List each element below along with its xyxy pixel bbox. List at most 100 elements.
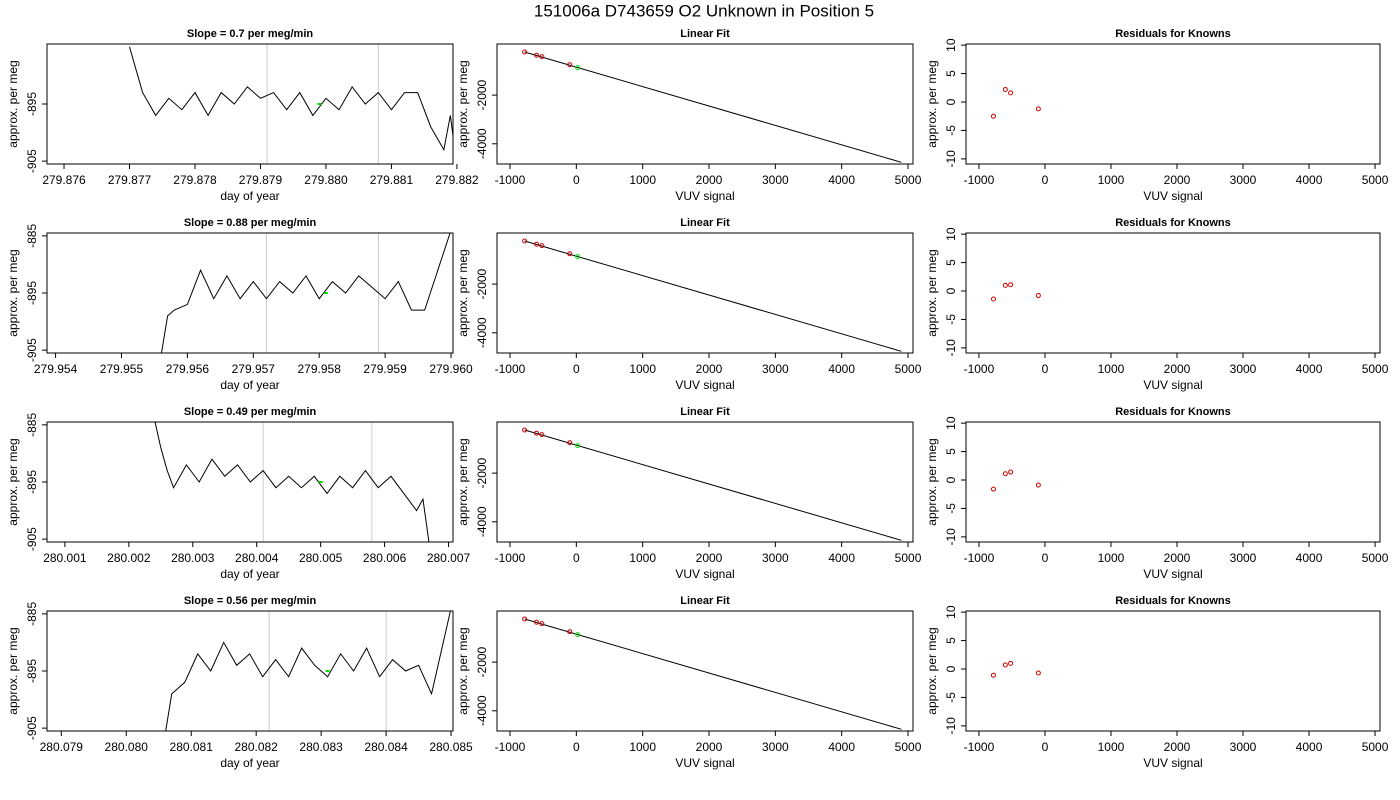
x-tick-label: 0: [1042, 173, 1049, 187]
y-tick-label: 0: [944, 665, 958, 672]
x-tick-label: 1000: [1098, 362, 1125, 376]
plot-area: [990, 86, 1041, 119]
point: [1008, 90, 1014, 96]
point: [1035, 293, 1041, 299]
y-tick-label: -895: [25, 281, 39, 305]
x-tick-label: 279.882: [435, 173, 479, 187]
x-tick-label: 280.085: [429, 740, 473, 754]
x-tick-label: 1000: [629, 551, 656, 565]
x-tick-label: 280.006: [363, 551, 407, 565]
y-tick-label: -4000: [475, 506, 489, 537]
plot-frame: [965, 232, 1381, 354]
x-tick-label: -1000: [964, 740, 995, 754]
x-tick-label: 1000: [1098, 551, 1125, 565]
x-tick-label: 279.957: [232, 362, 276, 376]
plot-frame: [496, 421, 914, 543]
x-axis-label: day of year: [220, 378, 279, 392]
point: [567, 62, 573, 68]
point: [522, 427, 528, 433]
point: [575, 632, 581, 638]
y-tick-label: 0: [944, 476, 958, 483]
panel-title: Linear Fit: [680, 28, 730, 40]
point: [539, 243, 545, 249]
plot-frame: [496, 43, 914, 165]
plot-area: [154, 422, 430, 542]
x-tick-label: 1000: [1098, 173, 1125, 187]
y-tick-label: -905: [25, 527, 39, 551]
y-axis-label: approx. per meg: [925, 60, 939, 147]
y-tick-label: 5: [944, 259, 958, 266]
point: [534, 619, 540, 625]
x-tick-label: 279.959: [363, 362, 407, 376]
x-tick-label: 2000: [696, 173, 723, 187]
x-axis-label: VUV signal: [675, 189, 734, 203]
y-tick-label: -895: [25, 92, 39, 116]
fit-line: [524, 429, 902, 541]
y-axis-label: approx. per meg: [456, 438, 470, 525]
x-axis-label: day of year: [220, 567, 279, 581]
x-tick-label: 5000: [895, 362, 922, 376]
point: [534, 52, 540, 58]
x-tick-label: 279.958: [298, 362, 342, 376]
y-tick-label: -885: [25, 224, 39, 248]
x-tick-label: 2000: [696, 362, 723, 376]
x-tick-label: 280.005: [299, 551, 343, 565]
fit-line: [524, 618, 902, 730]
plot-area: [522, 427, 902, 541]
y-tick-label: -905: [25, 149, 39, 173]
y-tick-label: -5: [944, 692, 958, 703]
y-axis-label: approx. per meg: [6, 627, 20, 714]
series-line: [129, 46, 453, 152]
x-tick-label: 280.083: [299, 740, 343, 754]
point: [539, 621, 545, 627]
panel: Residuals for Knowns VUV signal approx. pe…: [925, 217, 1389, 392]
point: [567, 251, 573, 257]
y-tick-label: -4000: [475, 128, 489, 159]
point: [1035, 670, 1041, 676]
y-tick-label: -4000: [475, 695, 489, 726]
y-tick-label: -895: [25, 659, 39, 683]
x-tick-label: 279.878: [173, 173, 217, 187]
x-tick-label: 4000: [1296, 551, 1323, 565]
x-tick-label: 280.082: [234, 740, 278, 754]
x-tick-label: -1000: [964, 173, 995, 187]
y-tick-label: 0: [944, 98, 958, 105]
panel: Slope = 0.56 per meg/min day of year appro…: [6, 595, 473, 770]
y-tick-label: -10: [944, 717, 958, 735]
y-axis-label: approx. per meg: [456, 60, 470, 147]
point: [990, 672, 996, 678]
x-tick-label: 3000: [1230, 362, 1257, 376]
point: [522, 238, 528, 244]
plot-area: [160, 233, 451, 353]
x-tick-label: 3000: [1230, 551, 1257, 565]
x-tick-label: 280.007: [427, 551, 471, 565]
y-tick-label: 10: [944, 416, 958, 430]
panel-title: Residuals for Knowns: [1115, 28, 1231, 40]
point: [575, 443, 581, 449]
y-tick-label: -885: [25, 602, 39, 626]
x-tick-label: 3000: [762, 740, 789, 754]
plot-area: [165, 611, 451, 731]
panel: Residuals for Knowns VUV signal approx. pe…: [925, 406, 1389, 581]
y-axis-label: approx. per meg: [456, 249, 470, 336]
panel-title: Linear Fit: [680, 217, 730, 229]
point: [539, 54, 545, 60]
panel: Linear Fit VUV signal approx. per meg -1000…: [456, 217, 922, 392]
x-tick-label: 0: [573, 173, 580, 187]
x-tick-label: 4000: [828, 173, 855, 187]
x-tick-label: 1000: [629, 173, 656, 187]
x-tick-label: -1000: [495, 173, 526, 187]
x-tick-label: 0: [1042, 740, 1049, 754]
y-tick-label: -905: [25, 716, 39, 740]
x-tick-label: 5000: [1362, 362, 1389, 376]
panel: Residuals for Knowns VUV signal approx. pe…: [925, 595, 1389, 770]
x-axis-label: VUV signal: [1143, 378, 1202, 392]
x-tick-label: 279.876: [42, 173, 86, 187]
fit-line: [524, 51, 902, 163]
x-tick-label: 280.079: [40, 740, 84, 754]
point: [539, 432, 545, 438]
x-axis-label: VUV signal: [675, 567, 734, 581]
plot-area: [990, 469, 1041, 492]
x-tick-label: 279.880: [304, 173, 348, 187]
y-tick-label: -2000: [475, 646, 489, 677]
